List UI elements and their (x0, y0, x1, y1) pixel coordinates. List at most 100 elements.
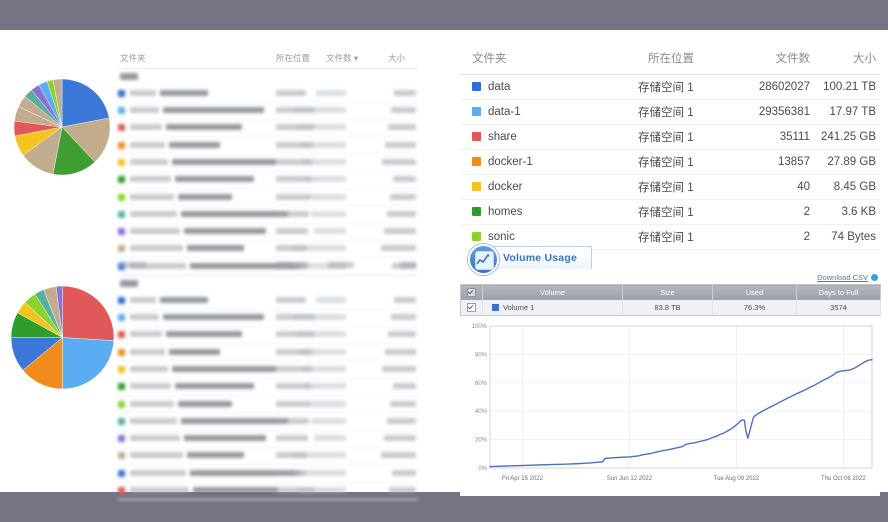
folder-file-count: 2 (734, 224, 814, 250)
folder-name: docker (488, 181, 523, 193)
list-item[interactable] (118, 224, 418, 241)
list-item[interactable] (118, 103, 418, 120)
table-row[interactable]: Volume 1 83.8 TB 76.3% 3574 (460, 300, 881, 316)
volume-row-checkbox-cell[interactable] (460, 300, 483, 316)
list-item[interactable] (118, 137, 418, 155)
list-item[interactable] (118, 241, 418, 259)
folder-file-count: 35111 (734, 124, 814, 150)
table-row[interactable]: docker-1 存储空间 1 13857 27.89 GB (460, 149, 880, 175)
volume-table: Volume Size Used Days to Full Volume 1 8… (460, 284, 881, 316)
col-header-filecount: 文件数 ▾ (326, 53, 359, 63)
pie-chart-2 (10, 285, 115, 390)
folder-color-swatch (472, 182, 481, 191)
list-item[interactable] (118, 483, 418, 500)
download-csv-link[interactable]: Download CSV (817, 273, 878, 282)
folder-color-swatch (472, 232, 481, 241)
folder-name: data-1 (488, 106, 521, 118)
right-panel: 文件夹 所在位置 文件数 大小 data 存储空间 1 28602027 100.21… (452, 30, 888, 496)
folder-name: homes (488, 206, 523, 218)
col-header-location: 所在位置 (276, 53, 311, 63)
volume-row-size: 83.8 TB (622, 300, 713, 316)
volume-col-size[interactable]: Size (622, 284, 713, 300)
list-item[interactable] (118, 361, 418, 379)
blurred-table-2-body (118, 276, 418, 500)
list-item[interactable] (118, 465, 418, 483)
list-item[interactable] (118, 327, 418, 345)
list-item[interactable] (118, 413, 418, 431)
list-item[interactable] (118, 396, 418, 414)
list-item[interactable] (118, 172, 418, 190)
list-item[interactable] (118, 85, 418, 103)
y-axis-tick-label: 60% (475, 381, 488, 387)
table-row[interactable]: data 存储空间 1 28602027 100.21 TB (460, 74, 880, 100)
volume-select-all-cell[interactable] (460, 284, 483, 300)
volume-col-days[interactable]: Days to Full (796, 284, 881, 300)
volume-col-volume[interactable]: Volume (482, 284, 623, 300)
row-checkbox[interactable] (467, 303, 476, 312)
y-axis-tick-label: 40% (475, 409, 488, 415)
folder-name: data (488, 81, 511, 93)
x-axis-tick-label: Tue Aug 09 2022 (714, 476, 760, 482)
folders-col-location[interactable]: 所在位置 (636, 46, 734, 75)
volume-row-used: 76.3% (712, 300, 797, 316)
folder-name-cell: share (460, 124, 636, 150)
list-item[interactable] (118, 344, 418, 362)
y-axis-tick-label: 0% (478, 466, 487, 472)
folder-name-cell: data (460, 74, 636, 100)
volume-table-header-row: Volume Size Used Days to Full (460, 284, 881, 300)
folders-col-name[interactable]: 文件夹 (460, 46, 636, 75)
volume-row-name: Volume 1 (503, 303, 535, 312)
folders-col-filecount[interactable]: 文件数 (734, 46, 814, 75)
folder-color-swatch (472, 132, 481, 141)
folder-size: 27.89 GB (814, 149, 880, 175)
folder-size: 74 Bytes (814, 224, 880, 250)
table-row[interactable]: homes 存储空间 1 2 3.6 KB (460, 199, 880, 225)
folder-size: 3.6 KB (814, 199, 880, 225)
list-item[interactable] (118, 448, 418, 466)
folder-color-swatch (472, 107, 481, 116)
blurred-group-title (118, 69, 418, 85)
list-item[interactable] (118, 189, 418, 207)
chart-icon (468, 244, 499, 275)
x-axis-tick-label: Sun Jun 12 2022 (607, 476, 653, 482)
folder-name-cell: docker-1 (460, 149, 636, 175)
col-header-folder: 文件夹 (120, 53, 146, 63)
table-row[interactable]: docker 存储空间 1 40 8.45 GB (460, 174, 880, 200)
folder-name-cell: data-1 (460, 99, 636, 125)
folder-location: 存储空间 1 (636, 124, 734, 150)
list-item[interactable] (118, 206, 418, 224)
x-axis-tick-label: Thu Oct 06 2022 (821, 476, 866, 482)
list-item[interactable] (118, 120, 418, 138)
list-item[interactable] (118, 154, 418, 172)
folder-color-swatch (472, 82, 481, 91)
table-row[interactable]: data-1 存储空间 1 29356381 17.97 TB (460, 99, 880, 125)
list-item[interactable] (118, 431, 418, 448)
table-row[interactable]: sonic 存储空间 1 2 74 Bytes (460, 224, 880, 250)
x-axis-tick-label: Fri Apr 15 2022 (502, 476, 544, 482)
table-row[interactable]: share 存储空间 1 35111 241.25 GB (460, 124, 880, 150)
volume-usage-tabbar: Volume Usage (460, 244, 880, 275)
tab-volume-usage[interactable]: Volume Usage (468, 244, 592, 275)
folder-name: share (488, 131, 517, 143)
folder-location: 存储空间 1 (636, 74, 734, 100)
col-header-size: 大小 (388, 53, 406, 63)
list-item[interactable] (118, 292, 418, 310)
list-item[interactable] (118, 379, 418, 397)
folder-size: 100.21 TB (814, 74, 880, 100)
blurred-table-2 (118, 255, 418, 500)
download-icon (871, 274, 878, 281)
folder-file-count: 29356381 (734, 99, 814, 125)
folder-name-cell: homes (460, 199, 636, 225)
folder-file-count: 40 (734, 174, 814, 200)
folder-name-cell: docker (460, 174, 636, 200)
folder-location: 存储空间 1 (636, 174, 734, 200)
volume-col-used[interactable]: Used (712, 284, 797, 300)
folder-size: 241.25 GB (814, 124, 880, 150)
usage-line-series (489, 358, 873, 468)
folders-col-size[interactable]: 大小 (814, 46, 880, 75)
usage-line-chart: 0% 20% 40% 60% 80% 100% Fri Apr 15 2022 Sun Jun… (460, 316, 880, 496)
blurred-table-1-header: 文件夹 所在位置 文件数 ▾ 大小 (118, 48, 418, 69)
select-all-checkbox[interactable] (467, 288, 476, 297)
list-item[interactable] (118, 310, 418, 327)
